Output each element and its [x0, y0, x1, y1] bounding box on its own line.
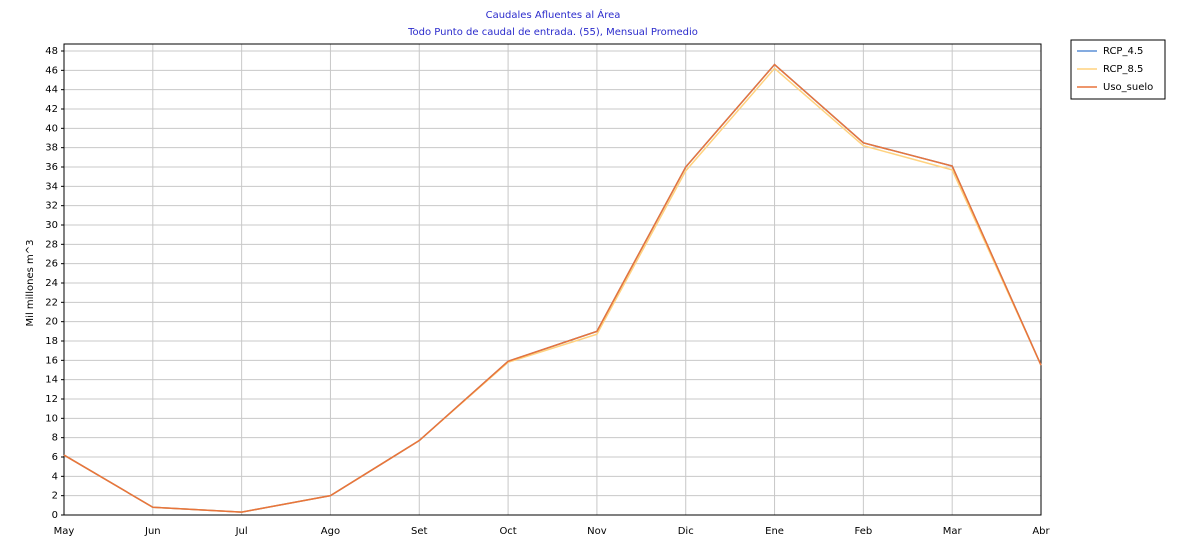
y-tick-label: 20 — [45, 317, 58, 328]
chart-subtitle: Todo Punto de caudal de entrada. (55), M… — [407, 27, 698, 38]
y-tick-label: 6 — [52, 452, 58, 463]
x-tick-label: Abr — [1032, 526, 1050, 537]
y-tick-label: 18 — [45, 336, 58, 347]
x-tick-label: Jul — [235, 526, 248, 537]
x-tick-label: May — [54, 526, 75, 537]
y-tick-label: 30 — [45, 220, 58, 231]
x-tick-label: Feb — [855, 526, 873, 537]
x-tick-label: Dic — [678, 526, 694, 537]
y-tick-label: 2 — [52, 491, 58, 502]
legend-label: RCP_8.5 — [1103, 64, 1143, 75]
x-tick-label: Jun — [144, 526, 161, 537]
y-axis-label: Mil millones m^3 — [25, 240, 36, 327]
y-tick-label: 38 — [45, 143, 58, 154]
x-tick-label: Ago — [321, 526, 340, 537]
y-tick-label: 48 — [45, 46, 58, 57]
plot-frame — [63, 43, 1042, 516]
y-tick-label: 16 — [45, 355, 58, 366]
legend-label: Uso_suelo — [1103, 82, 1153, 93]
y-tick-label: 24 — [45, 278, 58, 289]
x-tick-label: Nov — [587, 526, 607, 537]
y-tick-label: 34 — [45, 181, 58, 192]
y-tick-label: 22 — [45, 297, 58, 308]
y-tick-label: 14 — [45, 375, 58, 386]
y-tick-label: 28 — [45, 239, 58, 250]
y-tick-label: 42 — [45, 104, 58, 115]
y-tick-label: 36 — [45, 162, 58, 173]
y-tick-label: 4 — [52, 471, 58, 482]
chart-title: Caudales Afluentes al Área — [486, 8, 621, 21]
line-series — [63, 67, 1042, 513]
y-tick-label: 26 — [45, 259, 58, 270]
x-tick-label: Oct — [499, 526, 516, 537]
y-tick-label: 0 — [52, 510, 58, 521]
x-tick-label: Set — [411, 526, 428, 537]
y-tick-label: 10 — [45, 413, 58, 424]
x-tick-label: Mar — [943, 526, 963, 537]
y-tick-label: 44 — [45, 85, 58, 96]
y-tick-label: 46 — [45, 65, 58, 76]
y-tick-label: 32 — [45, 201, 58, 212]
y-tick-label: 12 — [45, 394, 58, 405]
line-series — [63, 63, 1042, 513]
x-tick-label: Ene — [765, 526, 784, 537]
legend-label: RCP_4.5 — [1103, 46, 1143, 57]
y-tick-label: 8 — [52, 433, 58, 444]
y-tick-label: 40 — [45, 123, 58, 134]
line-series — [63, 63, 1042, 513]
